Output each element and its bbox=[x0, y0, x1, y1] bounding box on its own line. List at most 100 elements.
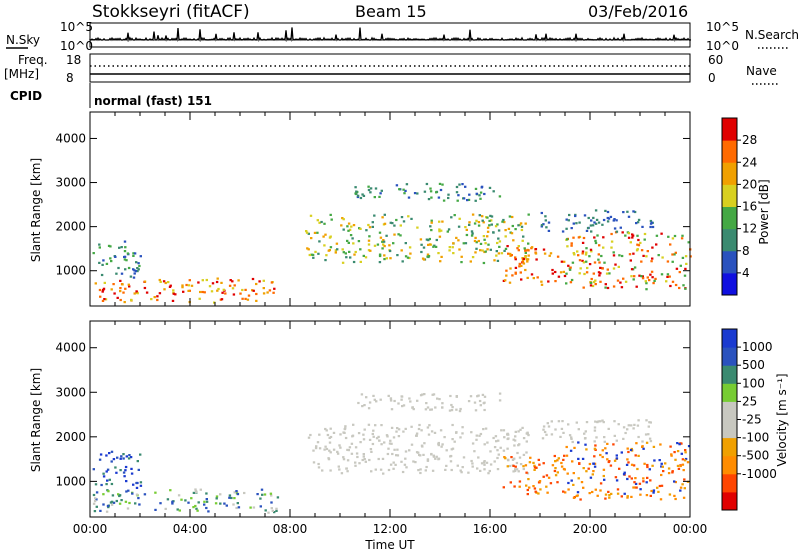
heatmap-cell bbox=[565, 445, 568, 449]
heatmap-cell bbox=[615, 439, 618, 442]
heatmap-cell bbox=[329, 451, 332, 454]
heatmap-cell bbox=[593, 455, 596, 458]
heatmap-cell bbox=[645, 282, 648, 285]
heatmap-cell bbox=[504, 229, 507, 232]
heatmap-cell bbox=[538, 480, 542, 483]
heatmap-cell bbox=[602, 236, 605, 239]
heatmap-cell bbox=[579, 267, 582, 270]
heatmap-cell bbox=[323, 448, 326, 451]
heatmap-cell bbox=[270, 501, 273, 504]
heatmap-cell bbox=[430, 229, 433, 232]
heatmap-cell bbox=[533, 468, 536, 471]
nave-label: Nave bbox=[746, 64, 777, 78]
heatmap-cell bbox=[563, 274, 567, 278]
heatmap-cell bbox=[371, 432, 374, 436]
heatmap-cell bbox=[542, 428, 545, 431]
heatmap-cell bbox=[597, 420, 600, 423]
heatmap-cell bbox=[479, 197, 482, 200]
heatmap-cell bbox=[607, 427, 610, 430]
heatmap-cell bbox=[307, 248, 310, 251]
heatmap-cell bbox=[660, 465, 663, 468]
heatmap-cell bbox=[542, 248, 546, 251]
heatmap-cell bbox=[99, 295, 102, 298]
heatmap-cell bbox=[524, 464, 528, 467]
heatmap-cell bbox=[588, 263, 592, 266]
heatmap-cell bbox=[620, 254, 624, 258]
heatmap-cell bbox=[633, 210, 637, 214]
heatmap-cell bbox=[393, 224, 396, 227]
heatmap-cell bbox=[334, 251, 337, 254]
heatmap-cell bbox=[349, 256, 352, 259]
heatmap-cell bbox=[348, 446, 352, 449]
heatmap-cell bbox=[127, 283, 130, 286]
heatmap-cell bbox=[139, 484, 143, 487]
heatmap-cell bbox=[181, 284, 184, 287]
heatmap-cell bbox=[404, 427, 407, 430]
colorbar-swatch bbox=[722, 437, 737, 457]
heatmap-cell bbox=[687, 241, 690, 244]
heatmap-cell bbox=[544, 219, 547, 222]
heatmap-cell bbox=[408, 449, 411, 452]
heatmap-cell bbox=[520, 278, 523, 281]
heatmap-cell bbox=[357, 432, 361, 435]
heatmap-cell bbox=[379, 236, 383, 239]
heatmap-cell bbox=[360, 393, 364, 396]
heatmap-cell bbox=[549, 482, 553, 485]
heatmap-cell bbox=[354, 192, 357, 195]
heatmap-cell bbox=[359, 227, 362, 230]
heatmap-cell bbox=[123, 250, 127, 253]
colorbar-swatch bbox=[722, 419, 737, 439]
heatmap-cell bbox=[369, 187, 373, 190]
heatmap-cell bbox=[481, 393, 485, 396]
heatmap-cell bbox=[197, 501, 200, 504]
heatmap-cell bbox=[629, 448, 633, 452]
heatmap-cell bbox=[486, 230, 490, 233]
colorbar-tick-label: -500 bbox=[742, 449, 769, 463]
heatmap-cell bbox=[484, 250, 487, 253]
heatmap-cell bbox=[419, 454, 422, 457]
heatmap-cell bbox=[388, 442, 392, 445]
heatmap-cell bbox=[651, 276, 654, 279]
heatmap-cell bbox=[358, 462, 361, 465]
heatmap-cell bbox=[477, 224, 481, 227]
heatmap-cell bbox=[440, 229, 443, 232]
heatmap-cell bbox=[554, 474, 558, 477]
colorbar-tick-label: 100 bbox=[742, 376, 765, 390]
heatmap-cell bbox=[344, 425, 347, 428]
heatmap-cell bbox=[437, 196, 441, 199]
heatmap-cell bbox=[554, 467, 557, 470]
heatmap-cell bbox=[222, 288, 225, 291]
heatmap-cell bbox=[557, 457, 560, 460]
heatmap-cell bbox=[105, 510, 109, 513]
heatmap-cell bbox=[598, 244, 601, 247]
heatmap-cell bbox=[363, 428, 366, 431]
heatmap-cell bbox=[577, 254, 580, 257]
heatmap-cell bbox=[599, 272, 602, 275]
heatmap-cell bbox=[102, 259, 105, 262]
heatmap-cell bbox=[594, 279, 597, 282]
heatmap-cell bbox=[343, 428, 346, 431]
heatmap-cell bbox=[252, 506, 256, 509]
heatmap-cell bbox=[172, 292, 175, 295]
heatmap-cell bbox=[614, 263, 617, 266]
heatmap-cell bbox=[398, 188, 401, 191]
heatmap-cell bbox=[125, 480, 128, 483]
colorbar-swatch bbox=[722, 118, 737, 141]
colorbar-tick-label: 1000 bbox=[742, 340, 773, 354]
heatmap-cell bbox=[137, 262, 140, 265]
heatmap-cell bbox=[615, 230, 619, 233]
heatmap-cell bbox=[660, 462, 663, 465]
heatmap-cell bbox=[420, 250, 423, 254]
heatmap-cell bbox=[117, 493, 120, 496]
heatmap-cell bbox=[370, 450, 373, 453]
heatmap-cell bbox=[483, 460, 486, 463]
heatmap-cell bbox=[547, 229, 551, 232]
heatmap-cell bbox=[653, 279, 656, 282]
heatmap-cell bbox=[496, 468, 500, 471]
heatmap-cell bbox=[634, 477, 637, 480]
heatmap-cell bbox=[524, 251, 527, 254]
x-axis-label: Time UT bbox=[364, 538, 415, 552]
heatmap-cell bbox=[506, 437, 509, 441]
heatmap-cell bbox=[122, 457, 125, 460]
heatmap-cell bbox=[514, 266, 518, 269]
